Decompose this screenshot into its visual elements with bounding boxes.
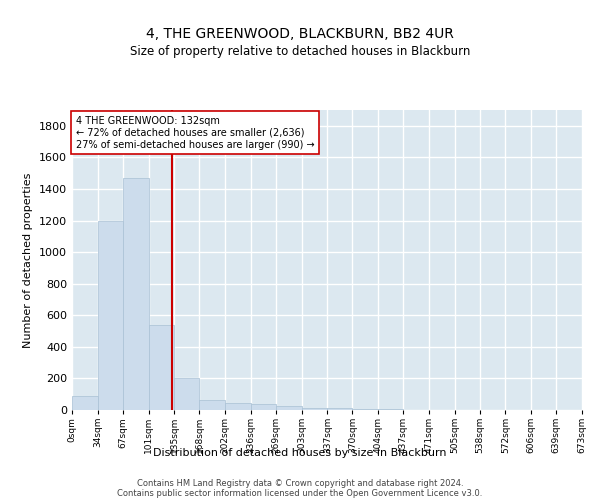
Bar: [98, 220, 123, 410]
Text: Size of property relative to detached houses in Blackburn: Size of property relative to detached ho…: [130, 45, 470, 58]
Bar: [123, 178, 149, 410]
Text: 4 THE GREENWOOD: 132sqm
← 72% of detached houses are smaller (2,636)
27% of semi: 4 THE GREENWOOD: 132sqm ← 72% of detache…: [76, 116, 314, 150]
Bar: [328, 408, 352, 410]
Bar: [149, 324, 175, 410]
Y-axis label: Number of detached properties: Number of detached properties: [23, 172, 34, 348]
Bar: [199, 400, 225, 410]
Text: Contains HM Land Registry data © Crown copyright and database right 2024.: Contains HM Land Registry data © Crown c…: [137, 478, 463, 488]
Bar: [276, 406, 302, 410]
Text: Contains public sector information licensed under the Open Government Licence v3: Contains public sector information licen…: [118, 488, 482, 498]
Bar: [352, 408, 378, 410]
Bar: [72, 396, 98, 410]
Text: Distribution of detached houses by size in Blackburn: Distribution of detached houses by size …: [153, 448, 447, 458]
Bar: [175, 378, 199, 410]
Text: 4, THE GREENWOOD, BLACKBURN, BB2 4UR: 4, THE GREENWOOD, BLACKBURN, BB2 4UR: [146, 28, 454, 42]
Bar: [302, 408, 328, 410]
Bar: [225, 403, 251, 410]
Bar: [251, 404, 276, 410]
Bar: [378, 409, 403, 410]
